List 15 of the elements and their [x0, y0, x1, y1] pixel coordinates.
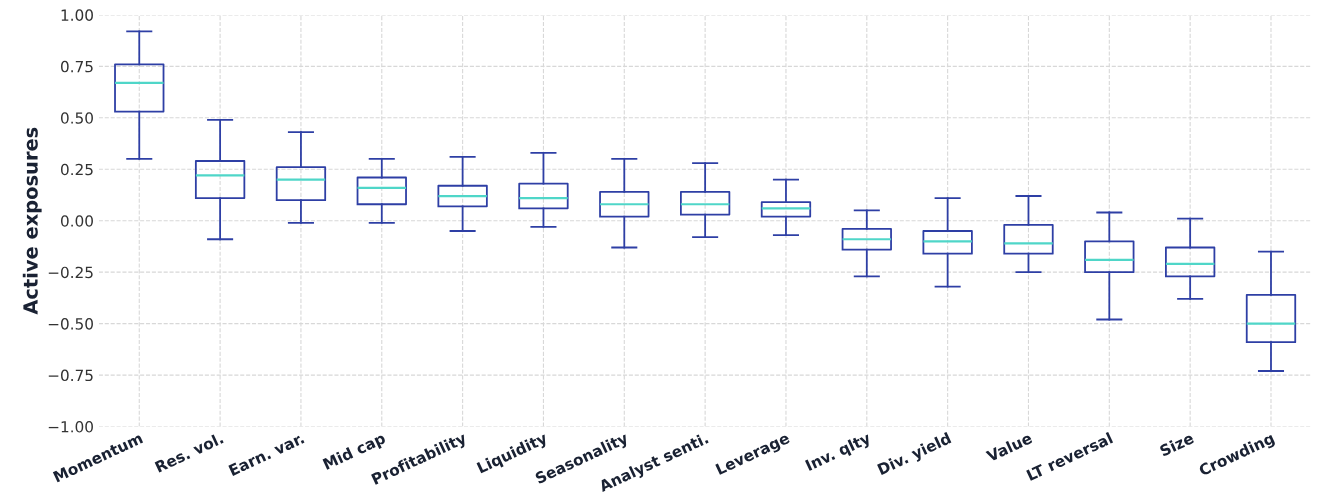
x-tick-label: Earn. var. [228, 432, 305, 477]
y-tick-label: −0.75 [48, 369, 93, 382]
y-tick-label: 0.50 [60, 112, 93, 124]
y-tick-label: 1.00 [61, 9, 93, 21]
y-tick-label: −0.50 [48, 318, 93, 330]
x-tick-label: Inv. qlty [804, 431, 873, 474]
y-tick-label: −1.00 [48, 421, 93, 433]
x-tick-label: Size [1158, 431, 1195, 457]
x-tick-label: Res. vol. [154, 432, 224, 473]
y-axis-title: Active exposures [22, 127, 42, 315]
y-tick-label: −0.25 [48, 266, 93, 279]
y-tick-label: 0.00 [60, 215, 93, 227]
y-tick-label: 0.75 [60, 60, 93, 73]
x-tick-label: Value [985, 431, 1033, 463]
y-tick-label: 0.25 [60, 163, 93, 176]
